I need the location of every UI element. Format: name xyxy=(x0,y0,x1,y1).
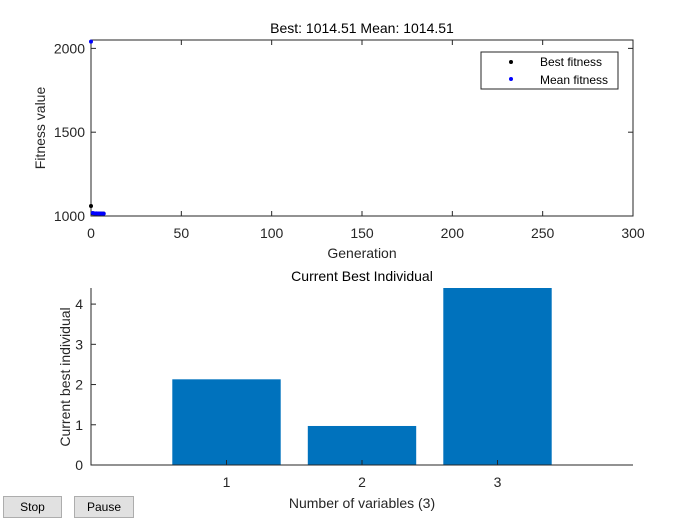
y-tick-label: 0 xyxy=(75,457,83,473)
x-tick-label: 300 xyxy=(621,225,645,241)
y-tick-label: 2 xyxy=(75,377,83,393)
bar-variable-1 xyxy=(172,379,281,465)
best-individual-plot-xlabel: Number of variables (3) xyxy=(289,495,435,511)
fitness-plot: Best: 1014.51 Mean: 1014.51 0 50 100 150 200… xyxy=(32,20,645,261)
legend-mean-marker xyxy=(509,77,513,81)
stop-button[interactable]: Stop xyxy=(3,496,62,518)
y-tick-label: 1500 xyxy=(54,124,85,140)
x-tick-label: 100 xyxy=(260,225,284,241)
x-tick-label: 200 xyxy=(441,225,465,241)
x-tick-label: 50 xyxy=(174,225,190,241)
y-tick-label: 1000 xyxy=(54,208,85,224)
x-tick-label: 2 xyxy=(358,474,366,490)
mean-fitness-point xyxy=(101,211,106,216)
y-tick-label: 4 xyxy=(75,296,83,312)
x-tick-label: 3 xyxy=(494,474,502,490)
mean-fitness-point xyxy=(89,39,93,44)
fitness-legend: Best fitness Mean fitness xyxy=(480,51,619,90)
best-fitness-point xyxy=(89,203,93,208)
legend-box xyxy=(480,51,619,90)
y-tick-label: 3 xyxy=(75,336,83,352)
fitness-plot-axes xyxy=(90,39,634,217)
best-individual-plot-title: Current Best Individual xyxy=(291,268,433,284)
legend-best-marker xyxy=(509,60,513,64)
x-tick-label: 1 xyxy=(223,474,231,490)
x-tick-label: 150 xyxy=(350,225,374,241)
fitness-plot-title: Best: 1014.51 Mean: 1014.51 xyxy=(270,20,454,36)
bar-variable-3 xyxy=(443,288,552,465)
fitness-plot-ylabel: Fitness value xyxy=(32,87,48,170)
best-individual-plot: Current Best Individual 1 2 3 0 1 2 3 4 Number… xyxy=(57,268,633,511)
best-individual-plot-ylabel: Current best individual xyxy=(57,307,73,446)
x-tick-label: 250 xyxy=(531,225,555,241)
pause-button[interactable]: Pause xyxy=(74,496,134,518)
best-individual-plot-axes xyxy=(90,288,633,466)
legend-mean-label: Mean fitness xyxy=(540,73,608,87)
y-tick-label: 2000 xyxy=(54,40,85,56)
bar-variable-2 xyxy=(307,425,417,465)
x-tick-label: 0 xyxy=(87,225,95,241)
fitness-plot-xlabel: Generation xyxy=(327,245,396,261)
legend-best-label: Best fitness xyxy=(540,55,602,69)
y-tick-label: 1 xyxy=(75,417,83,433)
